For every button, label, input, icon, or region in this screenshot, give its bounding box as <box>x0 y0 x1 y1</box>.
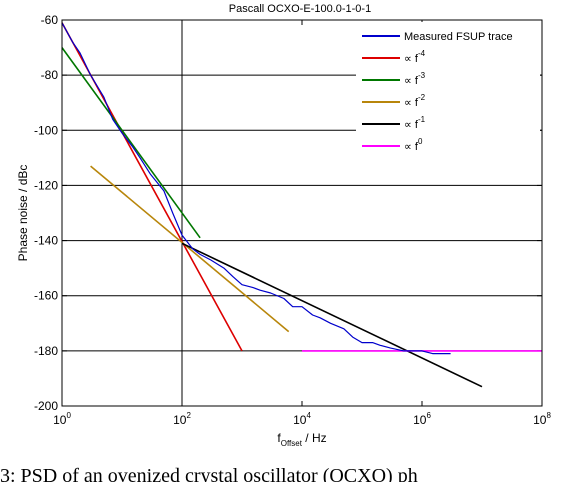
y-tick-label: -140 <box>34 234 58 248</box>
x-tick-label: 104 <box>293 411 311 427</box>
x-tick-label: 100 <box>53 411 71 427</box>
y-tick-label: -180 <box>34 344 58 358</box>
x-tick-labels: 100 102 104 106 108 <box>53 411 551 427</box>
y-tick-label: -120 <box>34 178 58 192</box>
y-axis-label: Phase noise / dBc <box>16 165 30 262</box>
legend-label: ∝ f-2 <box>404 93 426 109</box>
legend: Measured FSUP trace ∝ f-4 ∝ f-3 ∝ f-2 ∝ f-1 ∝… <box>356 22 540 156</box>
y-tick-label: -100 <box>34 123 58 137</box>
x-tick-label: 102 <box>173 411 191 427</box>
legend-box <box>356 22 540 156</box>
legend-label: ∝ f0 <box>404 137 423 153</box>
data-series <box>61 22 542 388</box>
y-tick-label: -200 <box>34 399 58 413</box>
x-tick-label: 106 <box>413 411 431 427</box>
y-tick-label: -60 <box>41 13 59 27</box>
x-axis-label: fOffset / Hz <box>277 431 326 448</box>
legend-label: ∝ f-1 <box>404 115 426 131</box>
series-measured-trace <box>61 22 451 355</box>
y-tick-labels: -60 -80 -100 -120 -140 -160 -180 -200 <box>34 13 58 413</box>
legend-label: ∝ f-3 <box>404 71 426 87</box>
y-tick-label: -160 <box>34 289 58 303</box>
figure-caption: 3: PSD of an ovenized crystal oscillator… <box>0 465 418 482</box>
legend-label: ∝ f-4 <box>404 49 426 65</box>
series-fit-line-4 <box>181 242 483 388</box>
series-fit-line-2 <box>61 47 201 239</box>
legend-label: Measured FSUP trace <box>404 31 513 43</box>
chart-title: Pascall OCXO-E-100.0-1-0-1 <box>229 3 371 15</box>
plot-frame <box>61 19 543 407</box>
y-tick-label: -80 <box>41 68 59 82</box>
series-fit-line-3 <box>90 165 290 333</box>
x-tick-label: 108 <box>533 411 551 427</box>
